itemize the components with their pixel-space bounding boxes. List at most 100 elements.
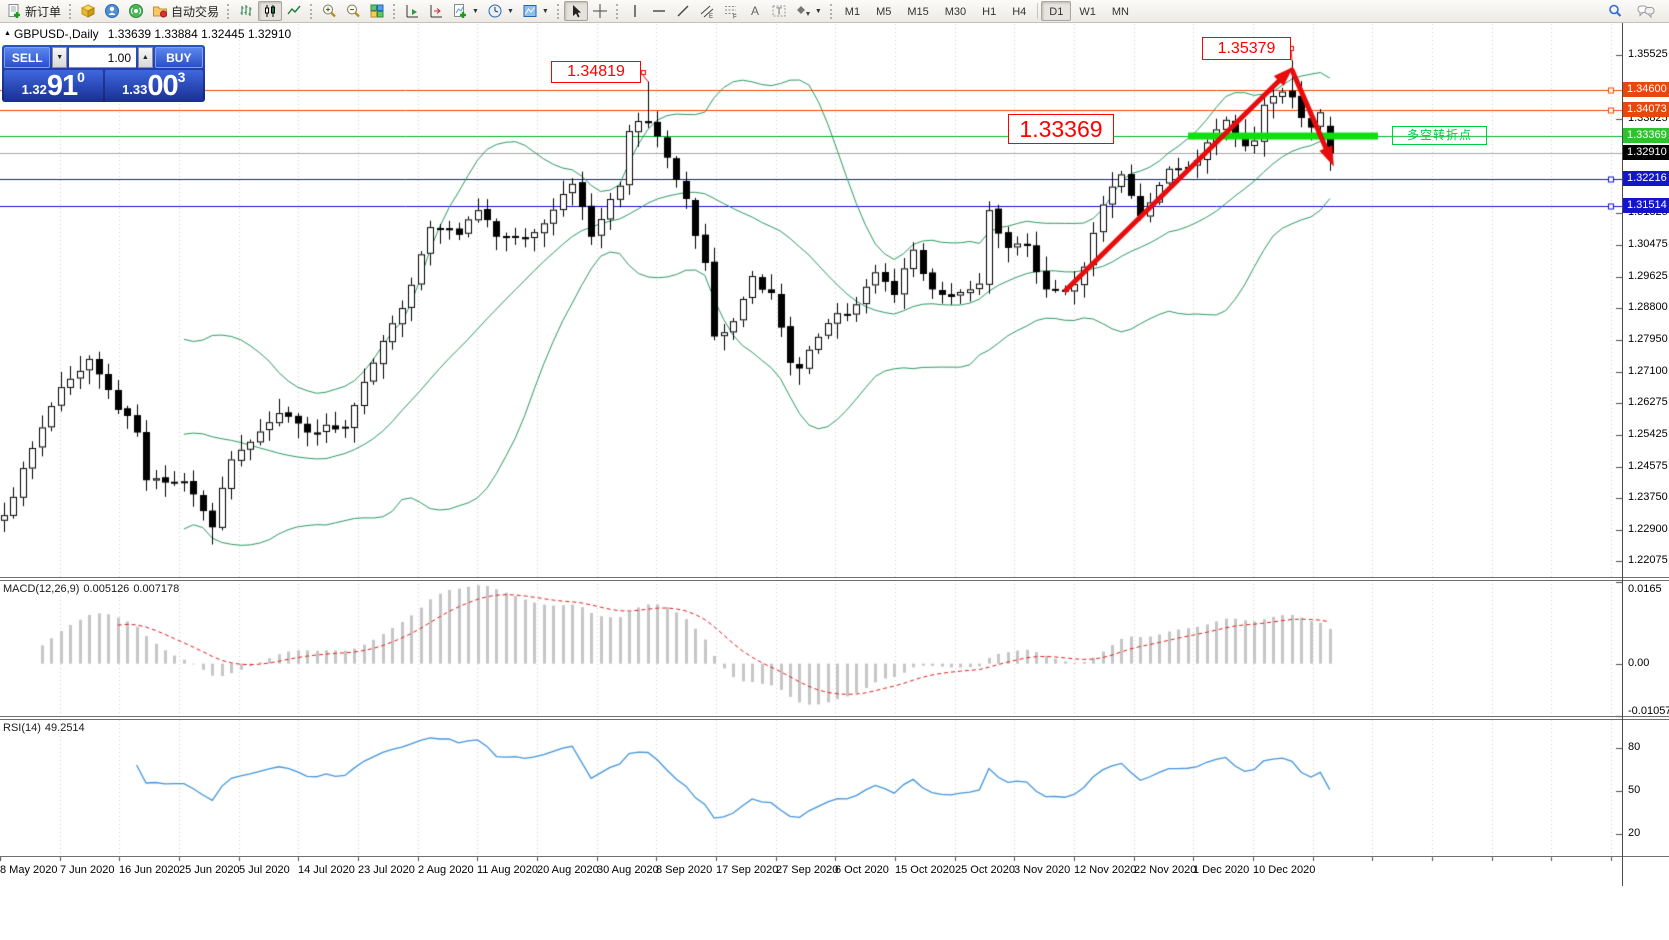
sell-button[interactable]: SELL: [4, 47, 51, 68]
timeframe-w1[interactable]: W1: [1079, 6, 1096, 18]
text-button[interactable]: A: [743, 1, 767, 21]
date-tick: 6 Oct 2020: [835, 864, 889, 876]
sell-price-display[interactable]: 1.32 91 0: [4, 70, 103, 102]
zoom-out-icon: [345, 3, 361, 19]
fibonacci-icon: F: [723, 3, 739, 19]
crosshair-icon: [592, 3, 608, 19]
timeframe-m1[interactable]: M1: [844, 6, 861, 18]
new-chart-button[interactable]: [400, 1, 424, 21]
volume-increase-button[interactable]: ▲: [138, 47, 153, 68]
dropdown-caret-icon: ▼: [814, 7, 822, 15]
timeframe-h1[interactable]: H1: [982, 6, 997, 18]
rsi-axis-tick: 80: [1628, 740, 1641, 753]
price-level-badge: 1.34073: [1623, 101, 1669, 117]
macd-axis-tick: 0.0165: [1628, 583, 1662, 595]
rsi-axis-tick: 50: [1628, 784, 1641, 796]
periods-button[interactable]: ▼: [483, 1, 518, 21]
fibonacci-button[interactable]: F: [719, 1, 743, 21]
price-label-december-high[interactable]: 1.35379: [1202, 37, 1291, 60]
volume-input[interactable]: [69, 47, 137, 68]
chart-symbol-period: GBPUSD-,Daily: [14, 27, 99, 41]
cursor-button[interactable]: [563, 1, 588, 21]
line-chart-button[interactable]: [282, 1, 306, 21]
price-level-badge: 1.32216: [1623, 171, 1669, 187]
pane-separator-macd[interactable]: [0, 577, 1669, 578]
indicators-button[interactable]: ▼: [448, 1, 483, 21]
turning-point-note[interactable]: 多空转折点: [1392, 126, 1487, 145]
timeframe-m5[interactable]: M5: [876, 6, 892, 18]
chart-surface[interactable]: [0, 23, 1622, 886]
pane-separator-line: [0, 719, 1669, 720]
timeframe-m30[interactable]: M30: [944, 6, 967, 18]
price-axis-border: [1622, 23, 1623, 886]
buy-price-display[interactable]: 1.33 00 3: [104, 69, 203, 102]
price-axis[interactable]: 1.355251.338251.313251.304751.296251.288…: [1623, 23, 1669, 886]
timeframe-m15[interactable]: M15: [907, 6, 929, 18]
timeframe-group: M1 M5 M15 M30 H1 H4 D1 W1 MN: [837, 1, 1137, 21]
dropdown-caret-icon: ▼: [506, 7, 514, 15]
date-tick: 1 Dec 2020: [1193, 864, 1250, 876]
macd-value-main: 0.005126: [83, 583, 130, 595]
price-label-september-high[interactable]: 1.34819: [551, 61, 641, 83]
vertical-line-icon: [627, 3, 643, 19]
equidistant-channel-button[interactable]: E: [695, 1, 719, 21]
zoom-out-button[interactable]: [341, 1, 365, 21]
community-button[interactable]: [100, 1, 124, 21]
chat-bubbles-icon: [1637, 3, 1655, 19]
date-tick: 27 Sep 2020: [776, 864, 839, 876]
zoom-in-button[interactable]: [317, 1, 341, 21]
new-order-button[interactable]: 新订单: [2, 1, 65, 21]
market-watch-button[interactable]: [76, 1, 100, 21]
date-tick: 11 Aug 2020: [477, 864, 538, 876]
date-tick: 20 Aug 2020: [537, 864, 599, 876]
crosshair-button[interactable]: [588, 1, 612, 21]
templates-button[interactable]: ▼: [518, 1, 553, 21]
timeframe-mn[interactable]: MN: [1111, 6, 1129, 18]
cursor-icon: [568, 3, 584, 19]
buy-button[interactable]: BUY: [154, 47, 203, 68]
bar-chart-button[interactable]: [234, 1, 258, 21]
pane-separator-rsi[interactable]: [0, 716, 1669, 717]
chat-button[interactable]: [1633, 1, 1659, 21]
date-tick: 7 Jun 2020: [60, 864, 115, 876]
candlestick-chart-button[interactable]: [258, 1, 283, 21]
auto-trading-label: 自动交易: [171, 4, 220, 19]
volume-decrease-button[interactable]: ▼: [52, 47, 68, 68]
search-button[interactable]: [1603, 1, 1627, 21]
sell-price-sup: 0: [77, 69, 85, 85]
arrows-button[interactable]: ▼: [791, 1, 826, 21]
chart-ohlc-values: 1.33639 1.33884 1.32445 1.32910: [107, 27, 292, 41]
signals-button[interactable]: [124, 1, 148, 21]
chart-collapse-icon[interactable]: ▲: [4, 30, 11, 37]
macd-indicator-label: MACD(12,26,9) 0.005126 0.007178: [3, 583, 183, 595]
price-tick: 1.23750: [1628, 491, 1668, 504]
text-label-button[interactable]: T: [767, 1, 791, 21]
bar-chart-icon: [238, 3, 254, 19]
timeframe-h4[interactable]: H4: [1012, 6, 1027, 18]
new-order-icon: [6, 3, 22, 19]
horizontal-line-button[interactable]: [647, 1, 671, 21]
chart-shift-button[interactable]: [424, 1, 448, 21]
price-tick: 1.29625: [1628, 270, 1668, 282]
trendline-button[interactable]: [671, 1, 695, 21]
date-axis[interactable]: 8 May 2020 7 Jun 2020 16 Jun 2020 25 Jun 20…: [0, 862, 1669, 882]
auto-trading-button[interactable]: 自动交易: [148, 1, 223, 21]
tile-windows-button[interactable]: [365, 1, 389, 21]
toolbar-grip: [829, 3, 833, 19]
price-label-key-level[interactable]: 1.33369: [1008, 114, 1114, 144]
price-tick: 1.25425: [1628, 428, 1668, 441]
trendline-icon: [675, 3, 691, 19]
vertical-line-button[interactable]: [623, 1, 647, 21]
toolbar-grip: [615, 3, 619, 19]
price-tick: 1.22900: [1628, 523, 1668, 536]
toolbar-grip: [556, 3, 560, 19]
buy-price-sup: 3: [177, 69, 186, 85]
market-cube-icon: [80, 3, 96, 19]
toolbar-grip: [227, 3, 230, 19]
rsi-indicator-label: RSI(14) 49.2514: [3, 722, 89, 734]
date-tick: 15 Oct 2020: [895, 864, 955, 876]
rsi-axis-tick: 20: [1628, 827, 1641, 840]
rsi-name: RSI(14): [3, 722, 41, 734]
timeframe-d1[interactable]: D1: [1041, 1, 1072, 21]
pane-separator-line: [0, 580, 1669, 581]
